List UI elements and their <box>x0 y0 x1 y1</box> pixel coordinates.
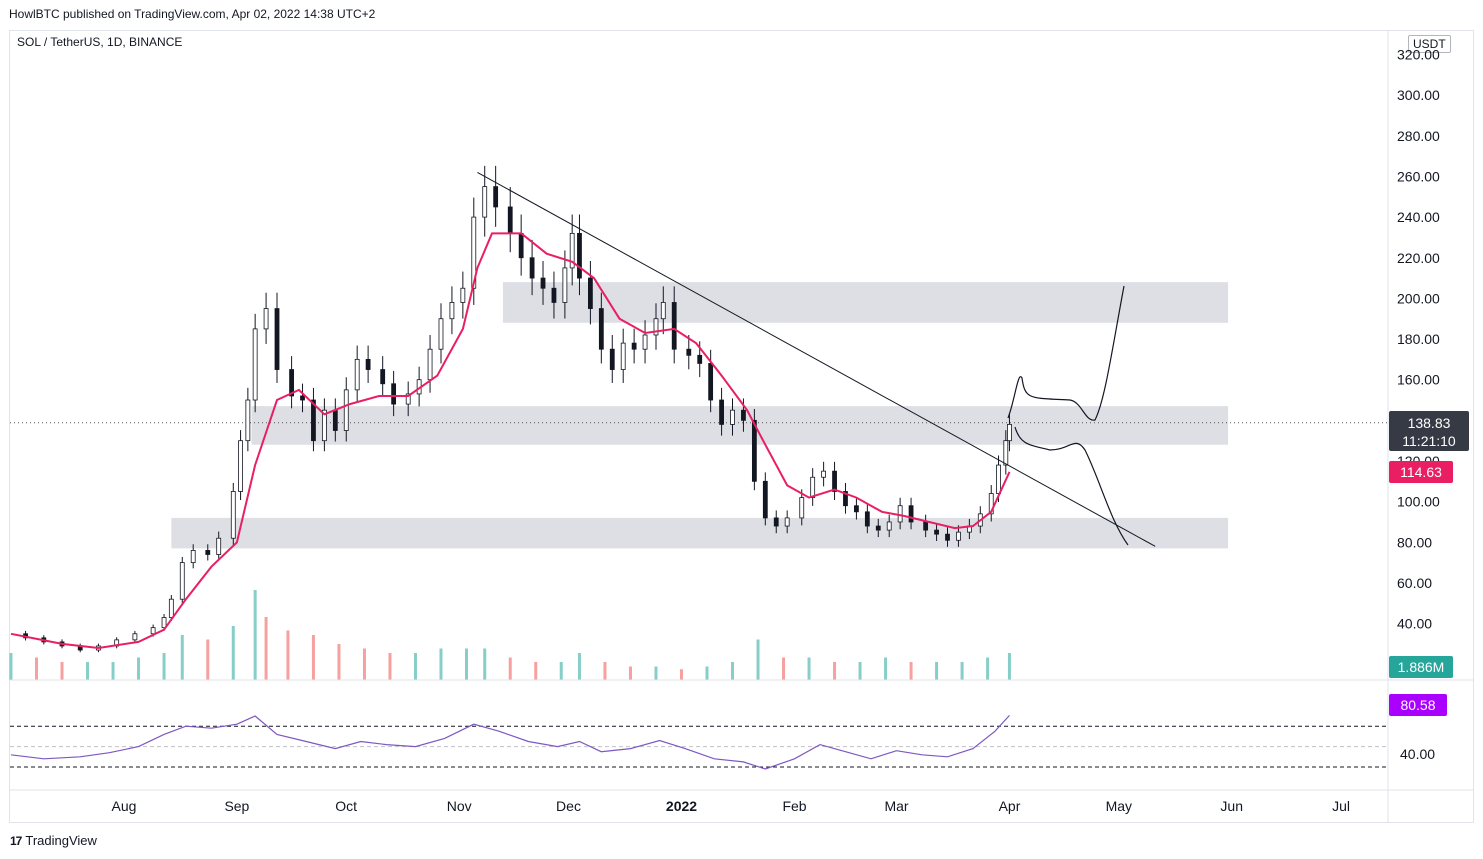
brand-name: TradingView <box>25 833 97 848</box>
symbol-title[interactable]: SOL / TetherUS, 1D, BINANCE <box>17 35 183 49</box>
chart-frame <box>9 30 1474 823</box>
publisher-line: HowlBTC published on TradingView.com, Ap… <box>9 7 376 21</box>
tradingview-brand[interactable]: 17 TradingView <box>10 833 97 848</box>
tradingview-logo-icon: 17 <box>10 833 22 848</box>
currency-button[interactable]: USDT <box>1408 35 1451 53</box>
